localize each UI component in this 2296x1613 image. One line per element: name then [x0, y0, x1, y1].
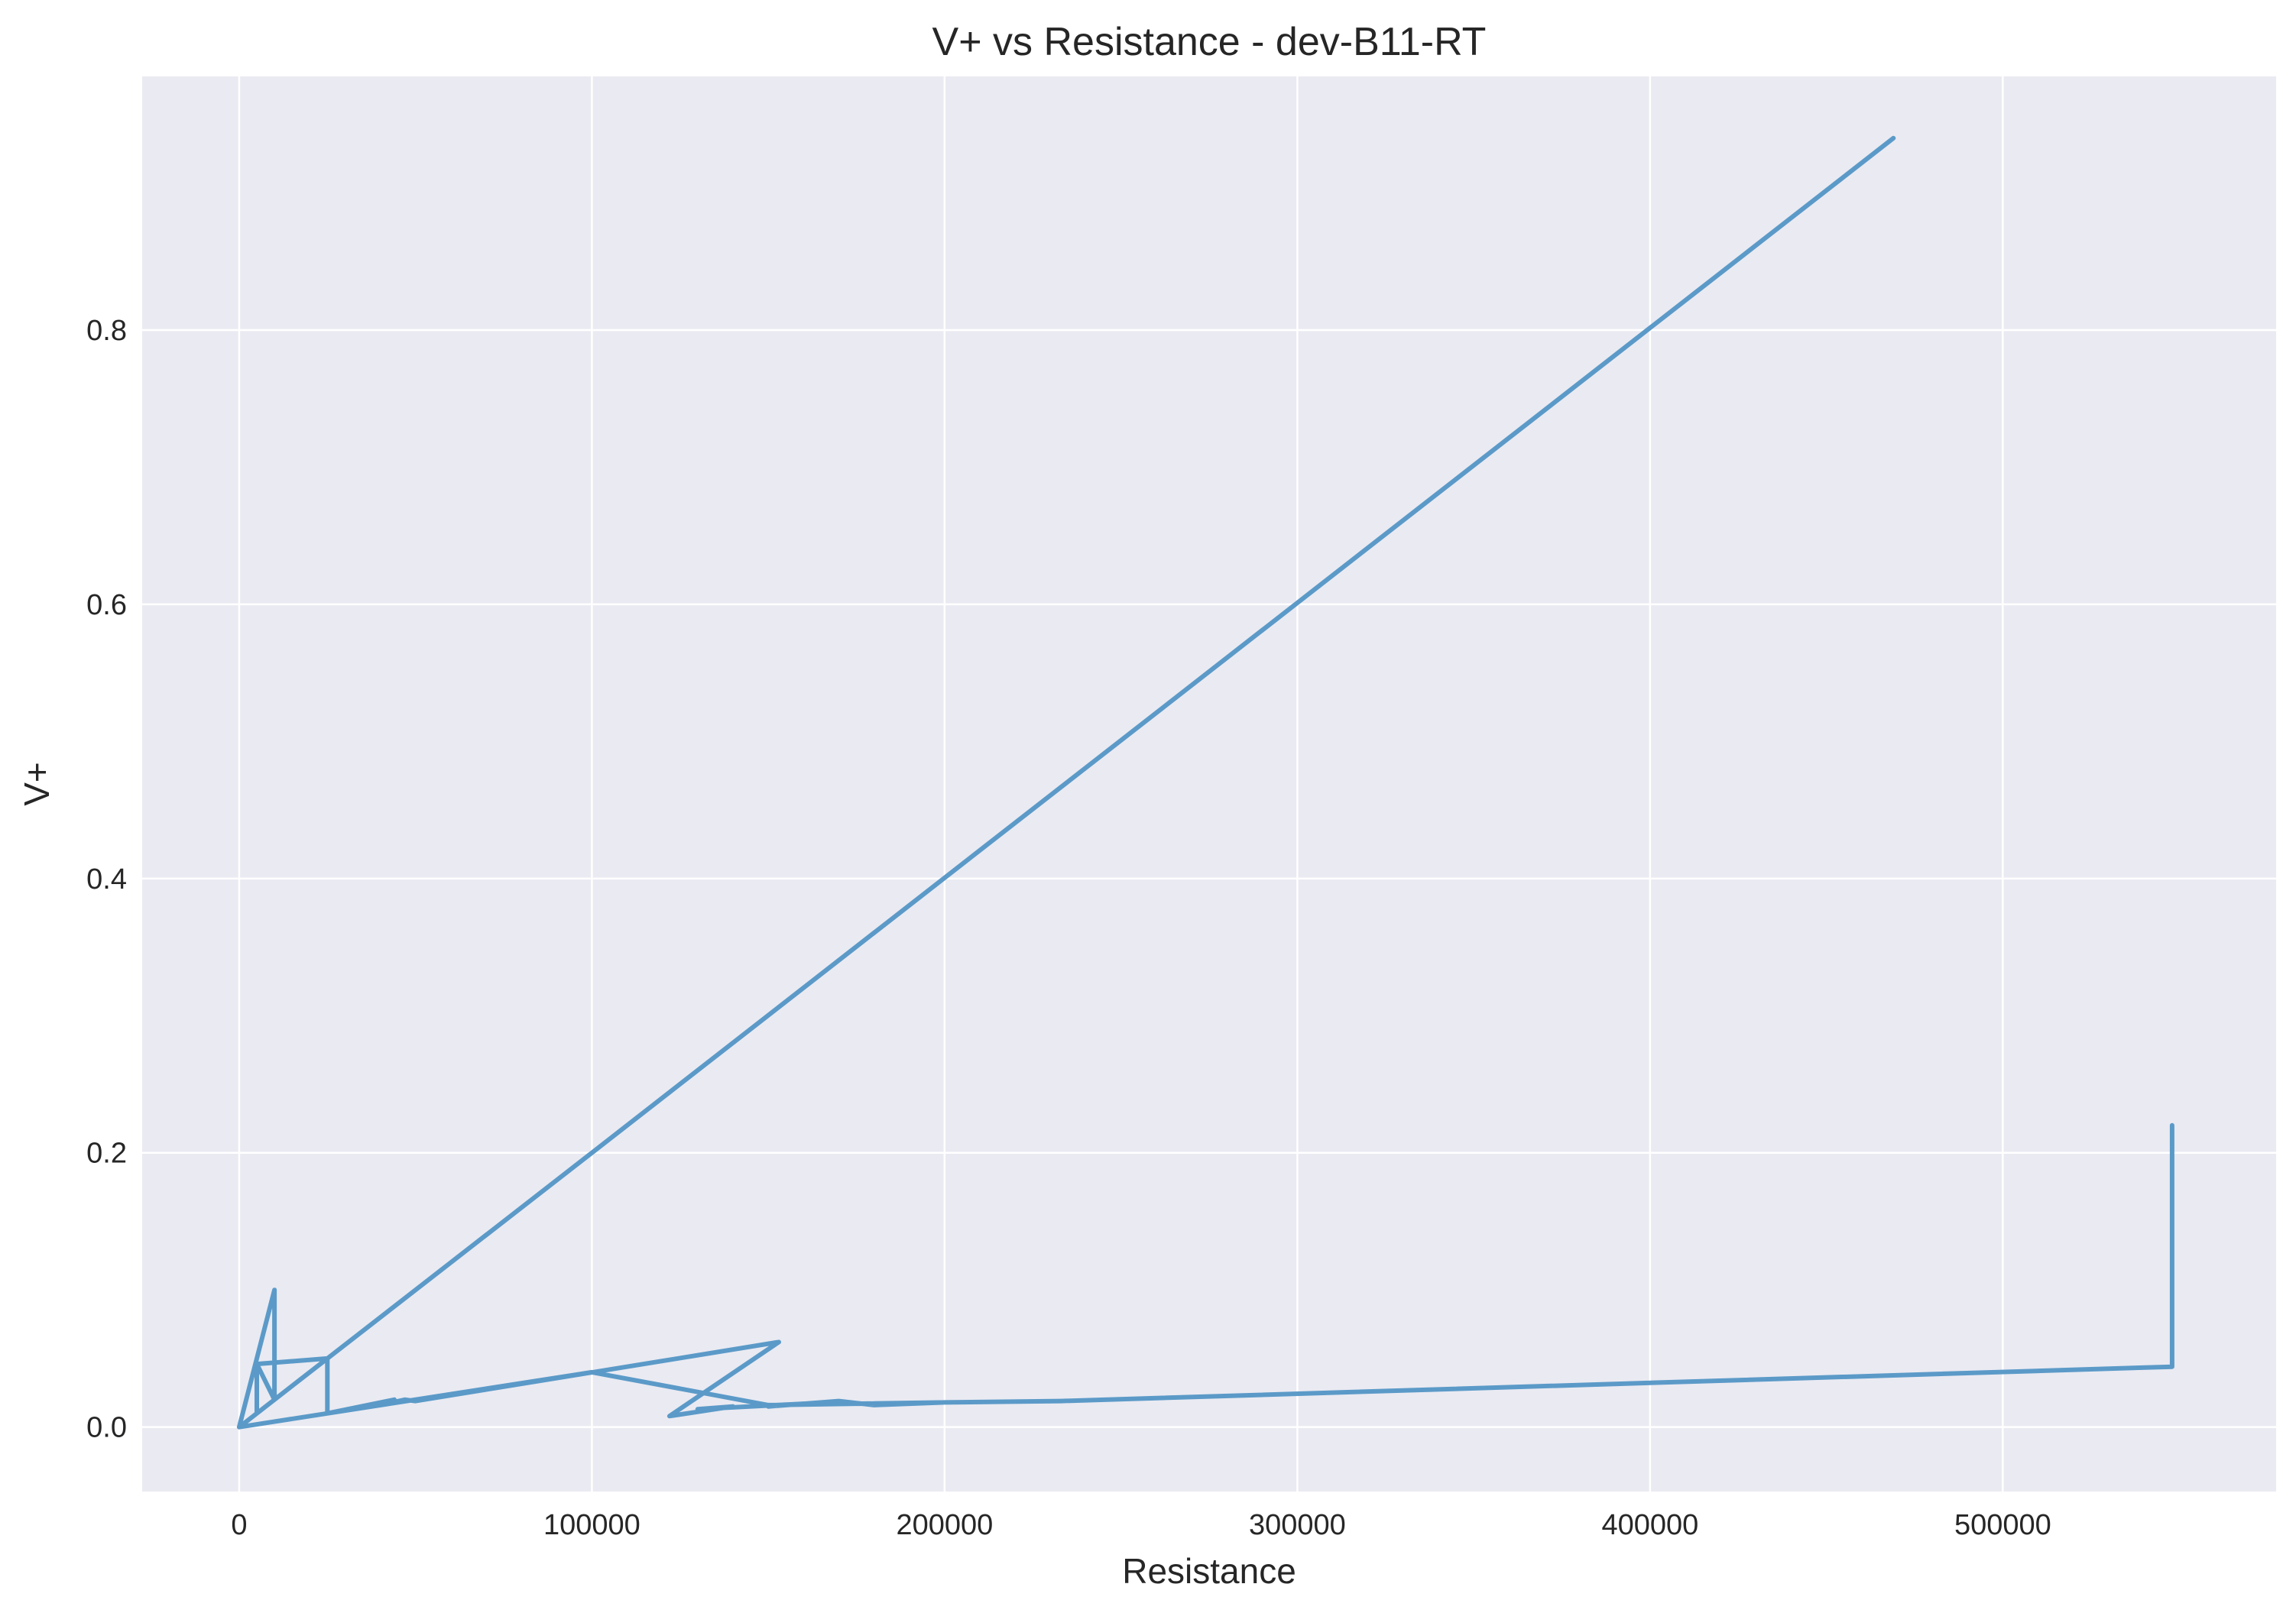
- series-line: [236, 135, 2174, 1430]
- x-axis-label: Resistance: [1122, 1551, 1296, 1591]
- series-layer: [236, 135, 2174, 1430]
- y-tick-label: 0.8: [86, 315, 127, 347]
- y-axis-label: V+: [17, 762, 57, 806]
- x-tick-label: 0: [231, 1509, 247, 1541]
- y-tick-label: 0.2: [86, 1138, 127, 1170]
- y-tick-label: 0.4: [86, 863, 127, 896]
- x-axis-ticks: 0 100000 200000 300000 400000 500000: [231, 1509, 2051, 1541]
- x-tick-label: 400000: [1601, 1509, 1698, 1541]
- chart-title: V+ vs Resistance - dev-B11-RT: [932, 20, 1487, 64]
- plot-area: [142, 76, 2276, 1492]
- grid: [142, 76, 2276, 1492]
- y-tick-label: 0.6: [86, 589, 127, 621]
- y-tick-label: 0.0: [86, 1412, 127, 1444]
- x-tick-label: 500000: [1954, 1509, 2051, 1541]
- x-tick-label: 300000: [1249, 1509, 1346, 1541]
- x-tick-label: 200000: [896, 1509, 993, 1541]
- x-tick-label: 100000: [543, 1509, 640, 1541]
- y-axis-ticks: 0.0 0.2 0.4 0.6 0.8: [86, 315, 127, 1444]
